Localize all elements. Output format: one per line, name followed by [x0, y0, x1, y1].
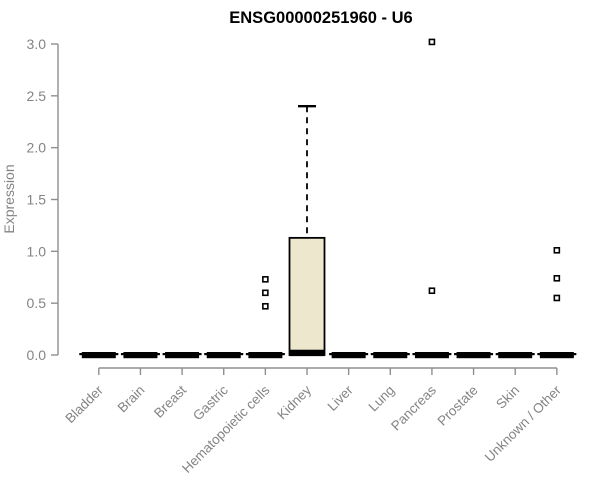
y-tick-label: 2.0	[27, 140, 47, 156]
outlier-point-hematopoietic-cells	[262, 276, 269, 283]
outlier-point-unknown-other	[553, 274, 561, 282]
x-tick-label-brain: Brain	[115, 383, 148, 416]
flat-boxplot-prostate	[456, 352, 491, 359]
flat-boxplot-hematopoietic-cells	[248, 352, 283, 359]
x-tick-label-liver: Liver	[324, 382, 356, 414]
outlier-point-unknown-other	[553, 294, 561, 302]
y-tick-label: 1.0	[27, 243, 47, 259]
flat-boxplot-skin	[498, 352, 533, 359]
median-line-kidney	[289, 349, 325, 357]
y-axis-label: Expression	[1, 164, 17, 233]
flat-boxplot-brain	[123, 352, 158, 359]
y-tick-label: 1.5	[27, 192, 47, 208]
box-kidney	[288, 236, 326, 356]
outlier-point-pancreas	[428, 287, 436, 295]
flat-boxplot-bladder	[81, 352, 116, 359]
x-tick-label-bladder: Bladder	[62, 382, 106, 426]
x-tick-label-gastric: Gastric	[190, 382, 231, 423]
flat-boxplot-liver	[331, 352, 366, 359]
flat-boxplot-breast	[165, 352, 200, 359]
flat-boxplot-lung	[373, 352, 408, 359]
plot-elements: 0.0 0.5 1.0 1.5 2.0 2.5 3.0 Bladder Brain Breast G…	[27, 36, 577, 476]
flat-boxplot-pancreas	[414, 352, 449, 359]
x-tick-label-lung: Lung	[366, 383, 398, 415]
x-tick-label-skin: Skin	[493, 383, 522, 412]
outlier-point-pancreas	[428, 38, 436, 46]
y-tick-label: 3.0	[27, 36, 47, 52]
y-tick-label: 0.0	[27, 347, 47, 363]
x-tick-label-pancreas: Pancreas	[388, 382, 439, 433]
y-tick-label: 2.5	[27, 88, 47, 104]
outlier-point-hematopoietic-cells	[262, 302, 269, 310]
x-tick-label-unknown-other: Unknown / Other	[482, 382, 565, 465]
x-tick-label-breast: Breast	[151, 382, 189, 420]
outlier-point-hematopoietic-cells	[262, 289, 269, 297]
flat-boxplot-gastric	[206, 352, 241, 359]
outlier-point-unknown-other	[553, 246, 561, 254]
flat-boxplot-unknown-other	[539, 352, 574, 359]
x-tick-label-kidney: Kidney	[274, 382, 314, 422]
y-tick-label: 0.5	[27, 295, 47, 311]
chart-title: ENSG00000251960 - U6	[229, 9, 412, 27]
x-tick-label-prostate: Prostate	[435, 383, 481, 429]
